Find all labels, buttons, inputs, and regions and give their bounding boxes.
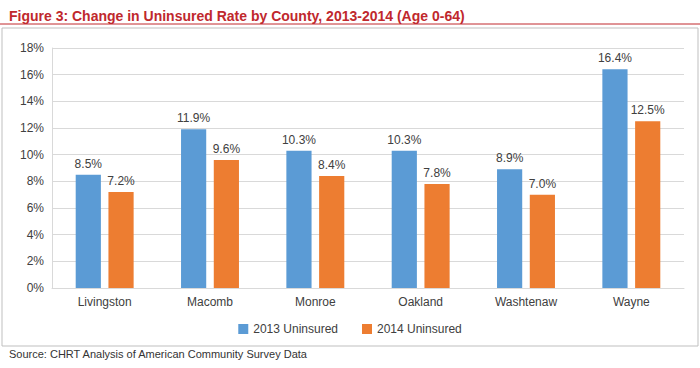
svg-text:10%: 10% (20, 148, 44, 162)
svg-text:4%: 4% (27, 228, 45, 242)
svg-text:7.0%: 7.0% (529, 177, 557, 191)
svg-text:9.6%: 9.6% (213, 142, 241, 156)
svg-text:16.4%: 16.4% (598, 51, 632, 65)
svg-text:Monroe: Monroe (295, 295, 336, 309)
svg-text:11.9%: 11.9% (177, 111, 210, 125)
svg-text:2%: 2% (27, 254, 45, 268)
svg-text:Wayne: Wayne (613, 295, 650, 309)
svg-text:7.2%: 7.2% (107, 174, 135, 188)
svg-text:10.3%: 10.3% (387, 133, 421, 147)
svg-text:6%: 6% (27, 201, 45, 215)
svg-text:2014 Uninsured: 2014 Uninsured (377, 322, 462, 336)
svg-text:12%: 12% (20, 121, 44, 135)
svg-text:8.5%: 8.5% (75, 157, 103, 171)
svg-text:Livingston: Livingston (78, 295, 132, 309)
svg-text:Figure 3: Change in Uninsured: Figure 3: Change in Uninsured Rate by Co… (9, 8, 465, 24)
svg-text:16%: 16% (20, 68, 44, 82)
svg-text:8.4%: 8.4% (318, 158, 346, 172)
svg-text:Washtenaw: Washtenaw (495, 295, 558, 309)
svg-text:8%: 8% (27, 174, 45, 188)
svg-text:7.8%: 7.8% (423, 166, 451, 180)
svg-text:Oakland: Oakland (398, 295, 443, 309)
svg-text:8.9%: 8.9% (496, 151, 524, 165)
svg-text:Macomb: Macomb (187, 295, 233, 309)
svg-text:10.3%: 10.3% (282, 133, 316, 147)
svg-text:14%: 14% (20, 94, 44, 108)
svg-text:12.5%: 12.5% (631, 103, 665, 117)
svg-text:0%: 0% (27, 281, 45, 295)
svg-text:Source: CHRT Analysis of Ameri: Source: CHRT Analysis of American Commun… (9, 348, 308, 360)
svg-text:2013 Uninsured: 2013 Uninsured (253, 322, 338, 336)
svg-text:18%: 18% (20, 41, 44, 55)
